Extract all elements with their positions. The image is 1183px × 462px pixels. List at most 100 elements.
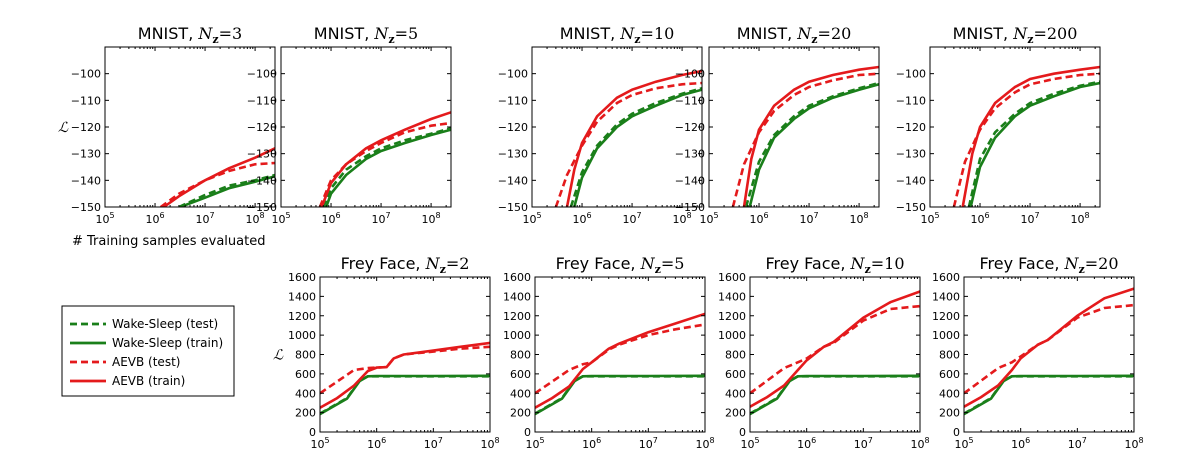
- series-line-aevb-train: [163, 147, 275, 207]
- series-line-wake-sleep-train: [320, 374, 490, 416]
- y-tick-label: 200: [939, 407, 960, 420]
- panel-title: MNIST, Nz=5: [314, 24, 418, 46]
- legend-label: Wake-Sleep (train): [112, 336, 223, 350]
- panel-title: MNIST, Nz=3: [138, 24, 242, 46]
- y-tick-label: −140: [71, 174, 101, 187]
- x-tick-label: 108: [695, 436, 714, 451]
- y-tick-label: −100: [71, 68, 101, 81]
- x-tick-label: 105: [310, 436, 329, 451]
- y-tick-label: −130: [247, 148, 277, 161]
- panel-9: 0 200 400 600 800 1000 1200 1400 1600 105 106 107 10…: [932, 254, 1144, 451]
- x-tick-label: 107: [639, 436, 658, 451]
- y-tick-label: 200: [510, 407, 531, 420]
- x-tick-label: 106: [582, 436, 601, 451]
- x-tick-label: 108: [422, 211, 441, 226]
- series-line-wake-sleep-train: [324, 128, 451, 207]
- series-line-wake-sleep-test: [964, 375, 1134, 415]
- x-tick-label: 107: [1068, 436, 1087, 451]
- y-axis-label: ℒ: [58, 120, 69, 136]
- y-tick-label: 1200: [932, 310, 960, 323]
- y-tick-label: 1000: [932, 329, 960, 342]
- x-tick-label: 105: [95, 211, 114, 226]
- panel-2: −150 −140 −130 −120 −110 −100 105 106 107 108 MNIS…: [247, 24, 452, 226]
- y-tick-label: −130: [896, 148, 926, 161]
- panel-title: Frey Face, Nz=10: [765, 254, 904, 276]
- y-tick-label: −110: [675, 94, 705, 107]
- y-tick-label: −100: [896, 68, 926, 81]
- y-tick-label: 400: [295, 387, 316, 400]
- x-tick-label: 105: [740, 436, 759, 451]
- y-tick-label: −120: [71, 121, 101, 134]
- x-tick-label: 106: [572, 211, 591, 226]
- x-tick-label: 108: [1071, 211, 1090, 226]
- y-tick-label: 1400: [288, 290, 316, 303]
- y-tick-label: 400: [939, 387, 960, 400]
- panel-title: MNIST, Nz=20: [737, 24, 852, 46]
- y-tick-label: 600: [510, 368, 531, 381]
- y-tick-label: −100: [498, 68, 528, 81]
- y-tick-label: 200: [295, 407, 316, 420]
- x-tick-label: 108: [850, 211, 869, 226]
- y-tick-label: 600: [295, 368, 316, 381]
- panel-8: 0 200 400 600 800 1000 1200 1400 1600 105 106 107 10…: [718, 254, 930, 451]
- panel-title: MNIST, Nz=200: [953, 24, 1078, 46]
- y-tick-label: 1000: [288, 329, 316, 342]
- panel-6: 0 200 400 600 800 1000 1200 1400 1600 105 106 107 10…: [273, 254, 500, 451]
- series-line-wake-sleep-train: [750, 374, 920, 416]
- series-line-aevb-test: [731, 72, 879, 207]
- y-tick-label: 400: [510, 387, 531, 400]
- x-tick-label: 106: [145, 211, 164, 226]
- y-tick-label: 800: [725, 349, 746, 362]
- y-tick-label: −120: [247, 121, 277, 134]
- y-tick-label: −120: [675, 121, 705, 134]
- y-tick-label: 800: [510, 349, 531, 362]
- y-tick-label: 1200: [503, 310, 531, 323]
- series-line-aevb-train: [565, 69, 702, 207]
- series-line-aevb-train: [320, 341, 490, 409]
- series-line-aevb-train: [535, 312, 705, 409]
- series-line-wake-sleep-test: [750, 375, 920, 415]
- series-line-wake-sleep-train: [573, 88, 702, 207]
- y-tick-label: 1400: [503, 290, 531, 303]
- x-tick-label: 106: [797, 436, 816, 451]
- legend: Wake-Sleep (test) Wake-Sleep (train) AEVB …: [61, 305, 235, 397]
- y-tick-label: −140: [247, 174, 277, 187]
- y-tick-label: −100: [675, 68, 705, 81]
- y-tick-label: −150: [498, 201, 528, 214]
- y-tick-label: 600: [725, 368, 746, 381]
- y-tick-label: 0: [953, 426, 960, 439]
- y-tick-label: 1000: [718, 329, 746, 342]
- y-tick-label: 1600: [288, 271, 316, 284]
- y-tick-label: −100: [247, 68, 277, 81]
- series-line-wake-sleep-test: [322, 127, 451, 207]
- y-tick-label: 0: [309, 426, 316, 439]
- y-tick-label: 0: [524, 426, 531, 439]
- series-line-wake-sleep-test: [744, 81, 879, 207]
- x-tick-label: 105: [920, 211, 939, 226]
- y-tick-label: −130: [71, 148, 101, 161]
- legend-label: AEVB (test): [112, 355, 180, 369]
- series-line-aevb-test: [952, 72, 1100, 207]
- series-line-aevb-train: [964, 287, 1134, 408]
- y-tick-label: −150: [896, 201, 926, 214]
- legend-label: AEVB (train): [112, 374, 185, 388]
- y-tick-label: −110: [498, 94, 528, 107]
- x-tick-label: 107: [800, 211, 819, 226]
- series-line-wake-sleep-test: [967, 80, 1100, 207]
- x-tick-label: 105: [954, 436, 973, 451]
- series-line-wake-sleep-test: [535, 375, 705, 415]
- y-tick-label: 1000: [503, 329, 531, 342]
- series-line-aevb-train: [742, 65, 879, 207]
- panel-title: Frey Face, Nz=5: [556, 254, 685, 276]
- x-tick-label: 108: [480, 436, 499, 451]
- y-tick-label: 200: [725, 407, 746, 420]
- x-tick-label: 106: [321, 211, 340, 226]
- x-tick-label: 108: [1124, 436, 1143, 451]
- y-tick-label: −150: [71, 201, 101, 214]
- series-line-wake-sleep-test: [569, 87, 702, 207]
- y-tick-label: −150: [675, 201, 705, 214]
- panel-5: −150 −140 −130 −120 −110 −100 105 106 107 108 MNIS…: [896, 24, 1101, 226]
- y-tick-label: −120: [896, 121, 926, 134]
